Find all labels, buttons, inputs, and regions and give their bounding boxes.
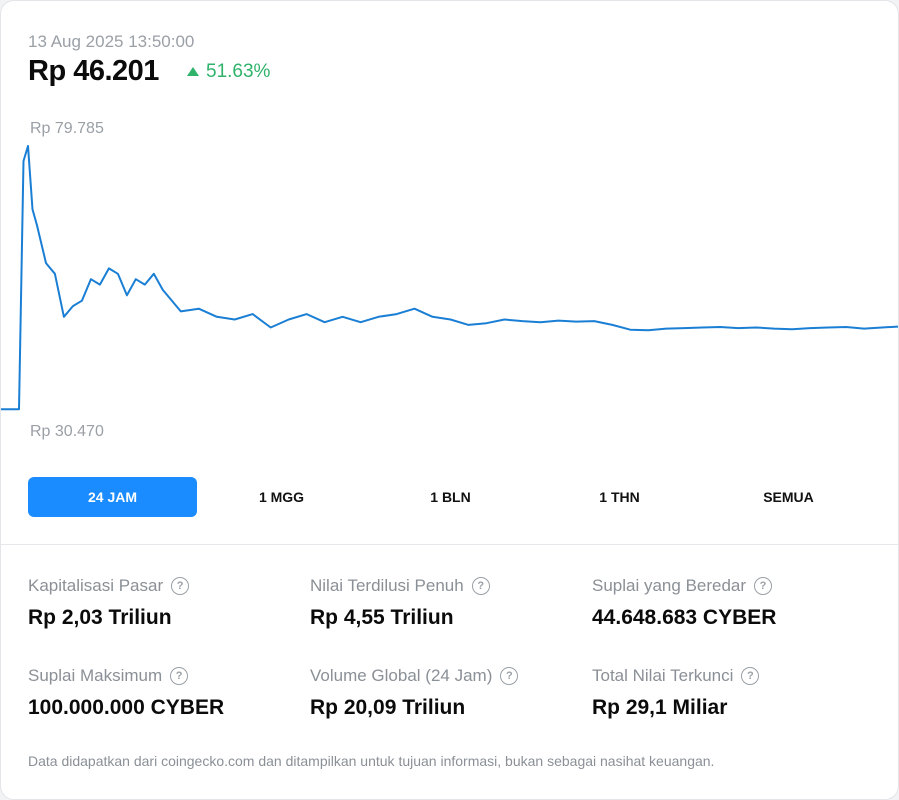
stat-value: 44.648.683 CYBER — [592, 606, 777, 629]
help-icon[interactable]: ? — [741, 667, 760, 685]
price-line — [1, 145, 898, 411]
period-selector: 24 JAM 1 MGG 1 BLN 1 THN SEMUA — [28, 477, 873, 517]
help-icon[interactable]: ? — [754, 577, 773, 595]
stat-value: Rp 20,09 Triliun — [310, 696, 466, 719]
timestamp: 13 Aug 2025 13:50:00 — [28, 32, 195, 51]
stat-circulating-supply: Suplai yang Beredar? 44.648.683 CYBER — [592, 576, 862, 630]
stat-value: Rp 4,55 Triliun — [310, 606, 454, 629]
help-icon[interactable]: ? — [500, 667, 519, 685]
stat-label: Volume Global (24 Jam) — [310, 666, 493, 685]
price-change-value: 51.63% — [206, 61, 271, 82]
stat-total-value-locked: Total Nilai Terkunci? Rp 29,1 Miliar — [592, 666, 862, 720]
stat-max-supply: Suplai Maksimum? 100.000.000 CYBER — [28, 666, 298, 720]
stat-label: Kapitalisasi Pasar — [28, 576, 164, 595]
section-divider — [1, 544, 898, 545]
stat-fully-diluted-value: Nilai Terdilusi Penuh? Rp 4,55 Triliun — [310, 576, 580, 630]
period-all-button[interactable]: SEMUA — [763, 489, 814, 505]
chart-low-label: Rp 30.470 — [30, 423, 104, 440]
chart-high-label: Rp 79.785 — [30, 120, 104, 137]
period-24h-button[interactable]: 24 JAM — [28, 477, 197, 517]
disclaimer-text: Data didapatkan dari coingecko.com dan d… — [28, 753, 715, 769]
help-icon[interactable]: ? — [471, 577, 490, 595]
stat-market-cap: Kapitalisasi Pasar? Rp 2,03 Triliun — [28, 576, 298, 630]
stat-label: Nilai Terdilusi Penuh — [310, 576, 464, 595]
period-1y-button[interactable]: 1 THN — [599, 489, 640, 505]
stat-label: Suplai Maksimum — [28, 666, 163, 685]
period-1m-button[interactable]: 1 BLN — [430, 489, 471, 505]
stat-label: Total Nilai Terkunci — [592, 666, 734, 685]
stat-value: 100.000.000 CYBER — [28, 696, 225, 719]
help-icon[interactable]: ? — [171, 577, 190, 595]
stat-label: Suplai yang Beredar — [592, 576, 747, 595]
stat-global-volume: Volume Global (24 Jam)? Rp 20,09 Triliun — [310, 666, 580, 720]
stat-value: Rp 29,1 Miliar — [592, 696, 728, 719]
up-arrow-icon — [187, 66, 199, 76]
current-price: Rp 46.201 — [28, 55, 159, 87]
period-1w-button[interactable]: 1 MGG — [258, 489, 305, 505]
stat-value: Rp 2,03 Triliun — [28, 606, 172, 629]
price-change: 51.63% — [187, 61, 270, 83]
price-chart[interactable] — [1, 131, 899, 421]
help-icon[interactable]: ? — [170, 667, 189, 685]
